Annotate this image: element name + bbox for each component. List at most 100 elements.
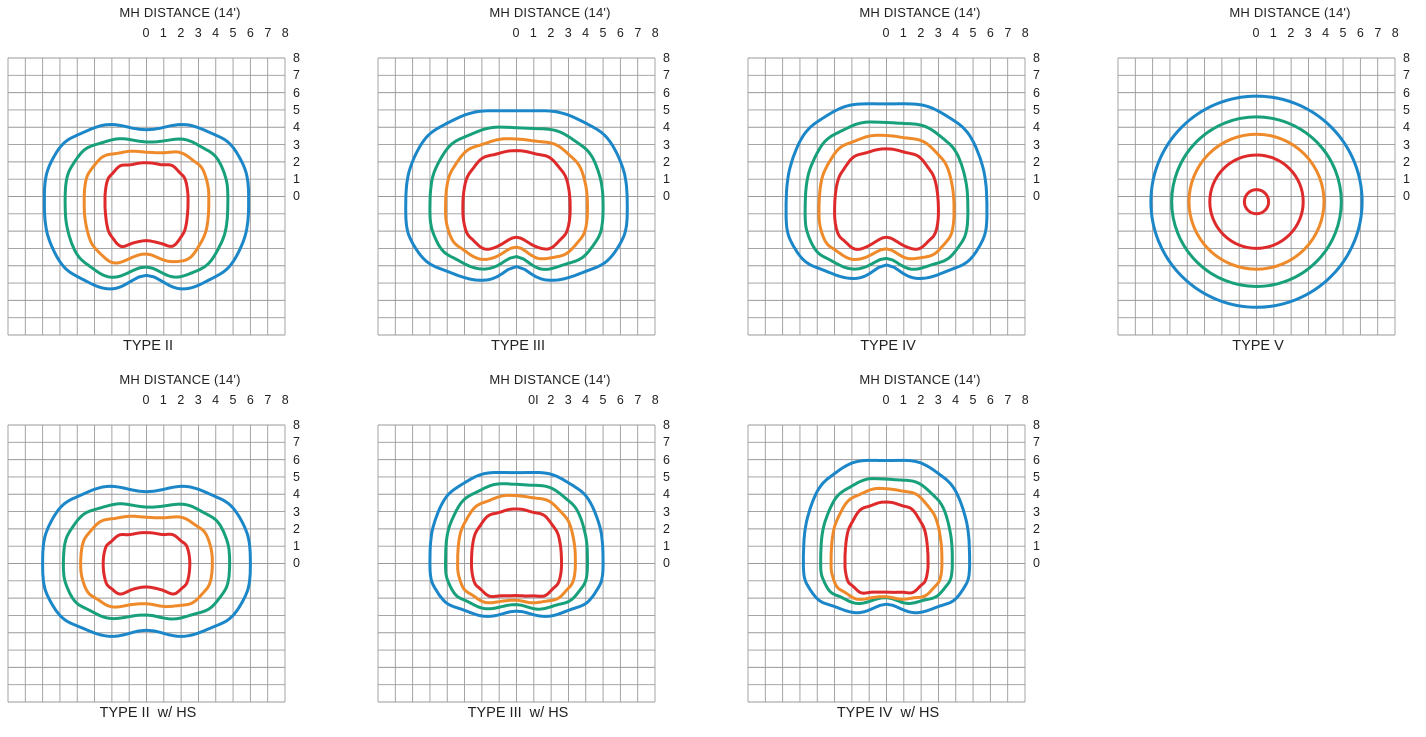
- isofootcandle-contour: [817, 133, 956, 261]
- panel-type-ii-hs: MH DISTANCE (14') 0 1 2 3 4 5 6 7 8 8 7 6 5 4 3 2 1 0 TYPE …: [0, 372, 345, 737]
- isofootcandle-contour: [1170, 115, 1343, 288]
- grid: [377, 57, 656, 336]
- x-tick-label: 5: [1339, 26, 1347, 40]
- x-tick-label: 7: [1004, 26, 1012, 40]
- x-tick-label: 1: [1269, 26, 1277, 40]
- x-tick-label: 6: [616, 26, 624, 40]
- x-tick-label: 2: [1287, 26, 1295, 40]
- isofootcandle-contour: [784, 102, 989, 280]
- grid-plot: [377, 424, 656, 703]
- x-tick-label: 4: [582, 26, 590, 40]
- distribution-type-title: TYPE III w/ HS: [467, 705, 569, 721]
- panel-type-v: MH DISTANCE (14') 0 1 2 3 4 5 6 7 8 8 7 6 5 4 3 2 1 0 TYPE …: [1110, 5, 1426, 370]
- x-tick-label: 5: [229, 393, 237, 407]
- grid: [747, 57, 1026, 336]
- y-tick-label: 6: [1033, 452, 1040, 467]
- x-tick-label: 7: [634, 26, 642, 40]
- x-tick-label: 6: [986, 393, 994, 407]
- y-tick-label: 3: [293, 137, 300, 152]
- grid-plot: [1117, 57, 1396, 336]
- x-tick-label: 3: [194, 26, 202, 40]
- grid: [7, 57, 286, 336]
- x-tick-label: 4: [212, 393, 220, 407]
- y-tick-label: 8: [293, 418, 300, 432]
- y-tick-label: 0: [1033, 189, 1040, 204]
- isofootcandle-contour: [428, 471, 605, 618]
- x-tick-label: 4: [952, 393, 960, 407]
- x-tick-label: 2: [917, 393, 925, 407]
- x-tick-label: 8: [651, 393, 659, 407]
- isofootcandle-contour: [82, 149, 211, 265]
- grid: [377, 424, 656, 703]
- x-tick-label: 8: [1391, 26, 1399, 40]
- isofootcandle-contour: [1187, 132, 1326, 271]
- isofootcandle-contour: [61, 502, 232, 621]
- x-tick-label: 0: [142, 393, 150, 407]
- x-tick-label: 6: [1356, 26, 1364, 40]
- y-tick-label: 3: [663, 504, 670, 519]
- y-tick-label: 0: [1403, 189, 1410, 204]
- isofootcandle-contour: [63, 137, 230, 279]
- x-tick-label: 3: [564, 393, 572, 407]
- y-tick-label: 8: [663, 418, 670, 432]
- grid: [7, 424, 286, 703]
- x-tick-label: 2: [547, 393, 555, 407]
- x-tick-label: 6: [986, 26, 994, 40]
- grid-plot: [747, 57, 1026, 336]
- x-tick-label: 2: [547, 26, 555, 40]
- y-tick-label: 5: [293, 102, 300, 117]
- y-tick-label: 6: [1033, 85, 1040, 100]
- x-tick-label: 0: [882, 26, 890, 40]
- y-tick-label: 4: [1403, 120, 1410, 135]
- isofootcandle-contour: [803, 120, 970, 271]
- mh-distance-label: MH DISTANCE (14'): [119, 5, 241, 20]
- x-tick-label: 1: [899, 393, 907, 407]
- mh-distance-label: MH DISTANCE (14'): [489, 5, 611, 20]
- x-tick-label: 3: [1304, 26, 1312, 40]
- x-tick-label: 0I: [528, 393, 539, 407]
- y-tick-label: 6: [293, 452, 300, 467]
- isofootcandle-contour: [456, 493, 577, 605]
- y-tick-label: 7: [1033, 68, 1040, 83]
- y-tick-label: 2: [1403, 154, 1410, 169]
- x-tick-label: 3: [934, 26, 942, 40]
- panel-type-iii: MH DISTANCE (14') 0 1 2 3 4 5 6 7 8 8 7 6 5 4 3 2 1 0 TYPE …: [370, 5, 715, 370]
- isofootcandle-contour: [843, 500, 930, 595]
- x-tick-label: 3: [934, 393, 942, 407]
- y-tick-label: 1: [663, 172, 670, 187]
- x-tick-label: 5: [969, 393, 977, 407]
- y-tick-label: 1: [663, 539, 670, 554]
- isofootcandle-contour: [79, 514, 214, 609]
- y-tick-label: 1: [293, 172, 300, 187]
- x-tick-label: 8: [651, 26, 659, 40]
- y-tick-label: 2: [663, 521, 670, 536]
- y-tick-label: 6: [663, 85, 670, 100]
- mh-distance-label: MH DISTANCE (14'): [1229, 5, 1351, 20]
- x-tick-label: 5: [599, 26, 607, 40]
- x-tick-label: 7: [264, 393, 272, 407]
- mh-distance-label: MH DISTANCE (14'): [859, 372, 981, 387]
- y-tick-label: 7: [1403, 68, 1410, 83]
- distribution-type-title: TYPE III: [491, 338, 545, 354]
- x-tick-label: 1: [529, 26, 537, 40]
- x-tick-label: 1: [159, 393, 167, 407]
- distribution-type-title: TYPE IV: [860, 338, 916, 354]
- x-tick-label: 6: [616, 393, 624, 407]
- y-tick-label: 3: [293, 504, 300, 519]
- x-tick-label: 1: [159, 26, 167, 40]
- y-tick-label: 5: [1403, 102, 1410, 117]
- y-tick-label: 0: [663, 556, 670, 571]
- isofootcandle-contour: [1149, 94, 1364, 309]
- y-tick-label: 4: [293, 120, 300, 135]
- y-tick-label: 8: [1403, 51, 1410, 65]
- y-tick-label: 8: [293, 51, 300, 65]
- y-tick-label: 5: [663, 102, 670, 117]
- isofootcandle-contour: [1242, 188, 1271, 216]
- y-tick-label: 5: [293, 469, 300, 484]
- x-tick-label: 5: [599, 393, 607, 407]
- y-tick-label: 7: [293, 435, 300, 450]
- y-tick-label: 8: [1033, 418, 1040, 432]
- y-tick-label: 6: [663, 452, 670, 467]
- x-tick-label: 3: [564, 26, 572, 40]
- y-tick-label: 1: [1033, 539, 1040, 554]
